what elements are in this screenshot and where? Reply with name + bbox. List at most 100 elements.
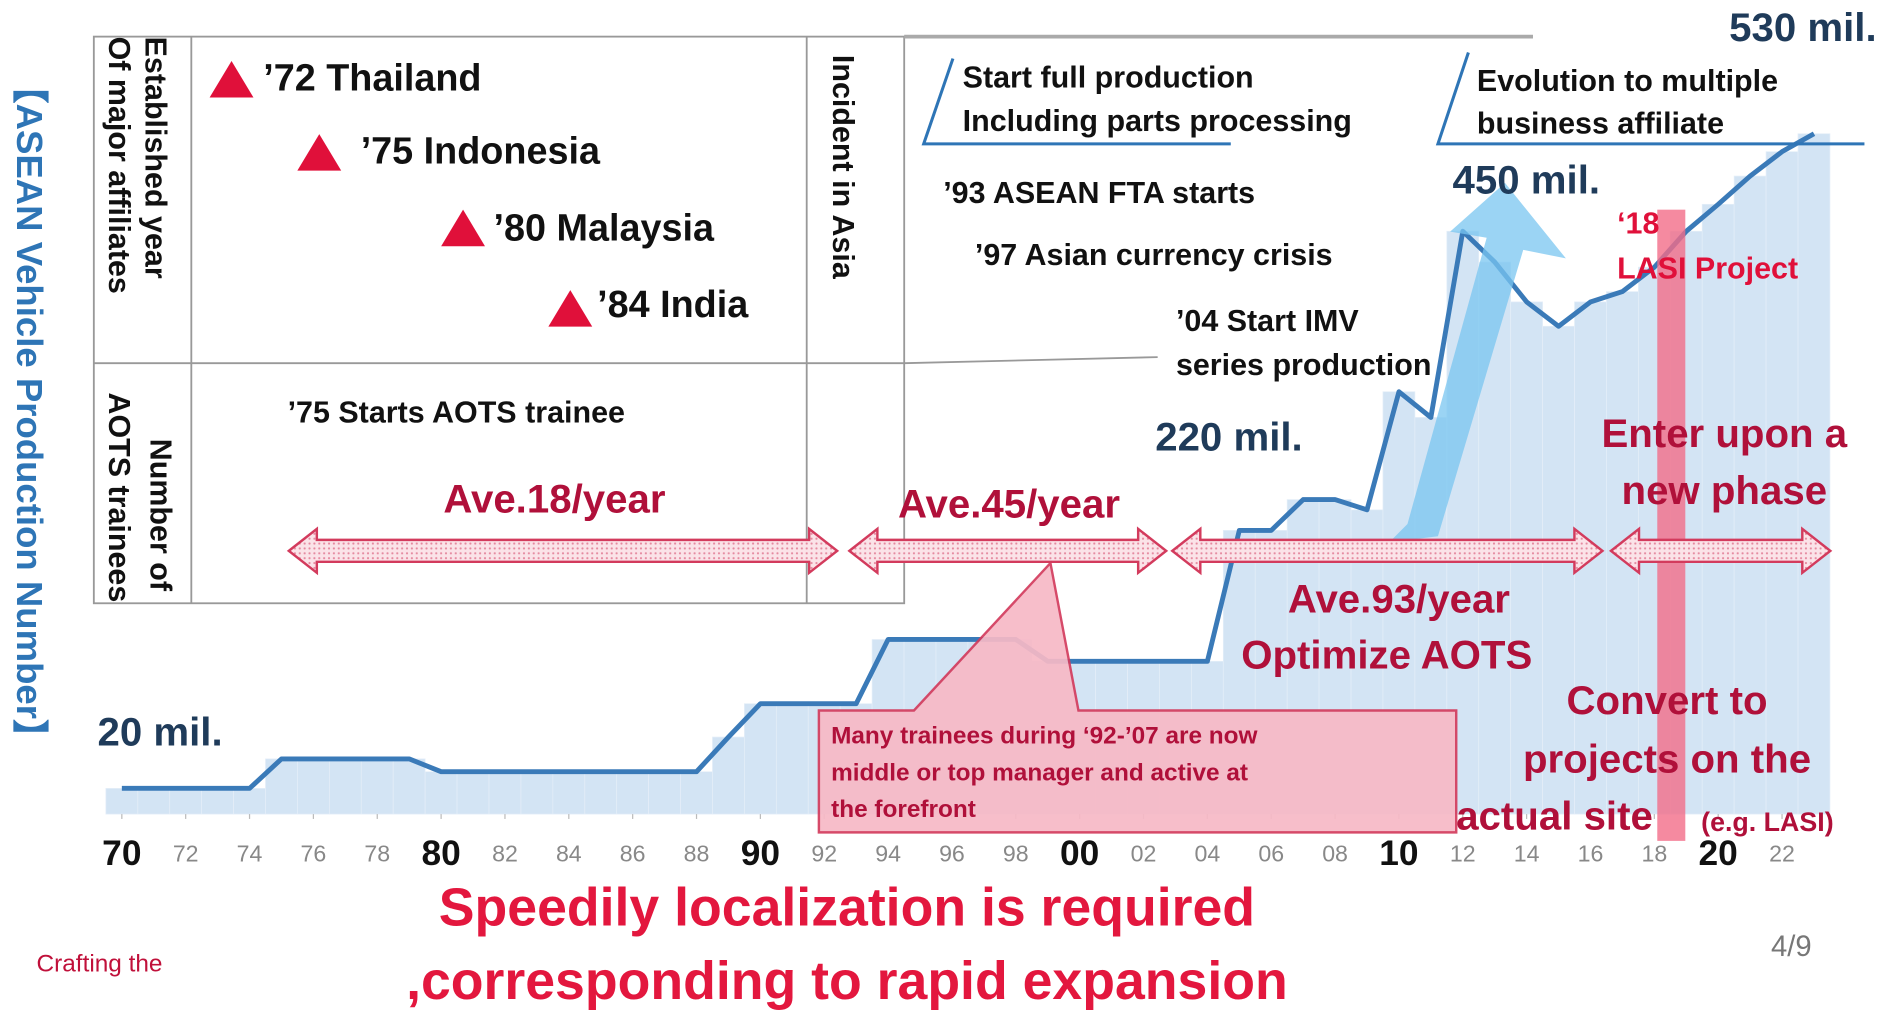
- area-bar: [360, 758, 394, 815]
- x-tick-label: 88: [684, 841, 710, 867]
- x-tick-label: 96: [939, 841, 965, 867]
- event: Including parts processing: [963, 104, 1352, 138]
- x-tick-label: 14: [1514, 841, 1540, 867]
- table-frame: [92, 34, 1533, 605]
- area-bar: [328, 758, 362, 815]
- area-bar: [456, 771, 490, 815]
- x-tick-label: 08: [1322, 841, 1348, 867]
- phase: new phase: [1622, 468, 1828, 513]
- event: ’97 Asian currency crisis: [975, 238, 1333, 272]
- x-tick-label: 12: [1450, 841, 1476, 867]
- x-tick-label: 22: [1769, 841, 1795, 867]
- x-tick-label: 70: [102, 834, 141, 873]
- page-number: 4/9: [1771, 931, 1812, 963]
- phase: Convert to: [1567, 678, 1768, 723]
- x-tick-label: 78: [364, 841, 390, 867]
- row-label: Of major affiliates: [102, 37, 136, 294]
- average: Optimize AOTS: [1241, 633, 1532, 678]
- x-tick-label: 90: [741, 834, 780, 873]
- annotation: 220 mil.: [1155, 415, 1303, 460]
- callout-text: the forefront: [831, 796, 976, 823]
- lasi-label: LASI Project: [1617, 252, 1798, 286]
- area-bar: [552, 771, 586, 815]
- conclusion: ,corresponding to rapid expansion: [406, 951, 1288, 1011]
- row-label: Number of: [143, 439, 177, 592]
- area-bar: [488, 771, 522, 815]
- conclusion: Speedily localization is required: [439, 878, 1255, 938]
- area-bar: [233, 788, 266, 815]
- area-bar: [169, 788, 203, 815]
- event: Evolution to multiple: [1477, 64, 1778, 98]
- x-tick-label: 18: [1641, 841, 1667, 867]
- annotation: 530 mil.: [1729, 5, 1877, 50]
- area-bar: [648, 771, 681, 815]
- affiliate: ’84 India: [597, 284, 749, 326]
- x-tick-label: 04: [1194, 841, 1220, 867]
- area-bar: [137, 788, 171, 815]
- production-line: [121, 131, 1816, 791]
- affiliate-markers: [209, 60, 593, 327]
- area-bar: [201, 788, 234, 815]
- area-bar: [520, 771, 554, 815]
- x-tick-label: 02: [1131, 841, 1157, 867]
- annotation: 450 mil.: [1453, 157, 1601, 202]
- x-tick-label: 16: [1578, 841, 1604, 867]
- growth-arrow: [1389, 182, 1566, 543]
- area-bar: [392, 758, 426, 815]
- lasi-label: ‘18: [1617, 207, 1659, 241]
- lasi-bar: [1657, 209, 1686, 841]
- average: Ave.45/year: [898, 482, 1120, 527]
- event: business affiliate: [1477, 107, 1724, 141]
- x-tick-label: 98: [1003, 841, 1029, 867]
- affiliate: ’72 Thailand: [263, 57, 481, 99]
- phase: actual site: [1456, 794, 1653, 839]
- x-tick-label: 76: [301, 841, 327, 867]
- x-tick-label: 84: [556, 841, 582, 867]
- annotation: 20 mil.: [97, 710, 222, 755]
- area-bar: [680, 771, 713, 815]
- side-title: 【ASEAN Vehicle Production Number】: [9, 67, 50, 755]
- area-bar: [297, 758, 330, 815]
- row-label: Established year: [138, 37, 172, 279]
- area-bar: [1765, 151, 1799, 815]
- x-tick-label: 06: [1258, 841, 1284, 867]
- x-tick-label: 80: [421, 834, 460, 873]
- callout: [817, 560, 1458, 834]
- event: series production: [1176, 348, 1432, 382]
- average: Ave.93/year: [1288, 577, 1510, 622]
- affiliate: ’75 Indonesia: [361, 131, 601, 173]
- area-bar: [744, 703, 777, 815]
- phase: projects on the: [1523, 736, 1811, 781]
- x-tick-label: 10: [1379, 834, 1418, 873]
- area-bar: [105, 788, 139, 815]
- x-tick-label: 94: [875, 841, 901, 867]
- area-bar: [424, 771, 458, 815]
- area-bar: [1797, 133, 1831, 815]
- x-tick-label: 74: [237, 841, 263, 867]
- area-bar: [616, 771, 649, 815]
- row-label: AOTS trainees: [102, 392, 136, 602]
- aots-start: ’75 Starts AOTS trainee: [288, 395, 625, 429]
- phase: Enter upon a: [1601, 411, 1847, 456]
- affiliate: ’80 Malaysia: [494, 207, 715, 249]
- phase: (e.g. LASI): [1701, 807, 1834, 837]
- x-tick-label: 20: [1699, 834, 1738, 873]
- x-tick-label: 72: [173, 841, 199, 867]
- event-brackets: [921, 51, 1865, 146]
- footer: Crafting the: [37, 951, 163, 978]
- area-bar: [1542, 325, 1575, 815]
- callout-text: middle or top manager and active at: [831, 759, 1248, 786]
- area-bar: [775, 703, 809, 815]
- x-tick-label: 00: [1060, 834, 1099, 873]
- average: Ave.18/year: [443, 477, 665, 522]
- callout-text: Many trainees during ‘92-’07 are now: [831, 723, 1257, 750]
- area-bar: [584, 771, 618, 815]
- period-arrows: [286, 526, 1833, 576]
- x-tick-label: 86: [620, 841, 646, 867]
- x-tick-label: 92: [811, 841, 837, 867]
- event: ’04 Start IMV: [1176, 304, 1359, 338]
- event: Start full production: [963, 60, 1254, 94]
- row-label: Incident in Asia: [826, 55, 860, 280]
- event: ’93 ASEAN FTA starts: [943, 176, 1255, 210]
